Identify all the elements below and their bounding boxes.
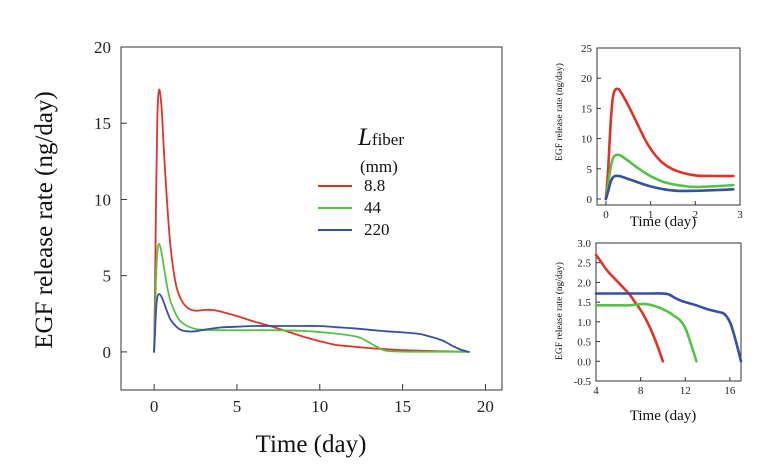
main-y-axis-title: EGF release rate (ng/day) <box>31 91 58 349</box>
inset-bottom-y-tick-label: 2.0 <box>577 277 591 289</box>
main-chart: 0 5 10 15 20 0 5 10 15 20 Time (day) EGF release ra… <box>31 38 503 458</box>
legend-unit: (mm) <box>360 157 398 176</box>
main-plot-frame <box>120 46 503 391</box>
main-series-line-8-8 <box>153 88 470 353</box>
legend: Lfiber (mm)8.8 44 220 <box>318 124 404 239</box>
legend-title-main: L <box>357 124 372 151</box>
inset-top-x-tick-label: 1 <box>648 209 654 221</box>
inset-top-series-line-220 <box>604 174 735 201</box>
inset-top-series-line-44 <box>604 153 735 201</box>
inset-bottom-y-tick-label: 1.0 <box>577 317 591 329</box>
inset-top-y-tick-label: 25 <box>581 43 593 55</box>
legend-title: Lfiber <box>357 124 404 151</box>
inset-top-x-axis-title: Time (day) <box>630 214 697 230</box>
inset-chart-top: 0 1 2 3 0 5 10 15 20 25 Time (day) EGF release rate… <box>554 43 743 230</box>
main-y-tick-label: 10 <box>94 190 111 209</box>
inset-bottom-x-axis-title: Time (day) <box>630 408 697 424</box>
inset-top-y-tick-label: 15 <box>581 103 593 115</box>
main-series-line-220 <box>153 293 470 353</box>
inset-top-plot-frame <box>596 47 741 206</box>
main-x-tick-label: 5 <box>233 397 242 416</box>
legend-label-8-8: 8.8 <box>364 176 385 195</box>
inset-top-series-line-8-8 <box>604 87 735 201</box>
legend-title-sub: fiber <box>372 130 404 149</box>
inset-top-y-tick-label: 5 <box>587 164 593 176</box>
inset-bottom-x-tick-label: 16 <box>724 385 736 397</box>
main-x-tick-label: 20 <box>477 397 494 416</box>
inset-chart-bottom: 4 8 12 16 -0.5 0.0 0.5 1.0 1.5 2.0 2.5 3.0 Time (day… <box>554 238 743 424</box>
inset-bottom-series-line-44 <box>594 302 698 363</box>
main-y-tick-label: 15 <box>94 114 111 133</box>
main-x-tick-label: 15 <box>394 397 411 416</box>
inset-bottom-y-axis-title: EGF release rate (ng/day) <box>554 262 565 360</box>
main-x-axis-title: Time (day) <box>256 431 367 458</box>
inset-top-x-tick-label: 2 <box>693 209 699 221</box>
inset-bottom-series-line-220 <box>594 292 743 363</box>
main-y-tick-label: 0 <box>103 343 112 362</box>
legend-label-220: 220 <box>364 220 390 239</box>
main-y-tick-label: 5 <box>103 267 112 286</box>
main-x-tick-label: 10 <box>311 397 328 416</box>
inset-bottom-y-tick-label: 0.5 <box>577 337 591 349</box>
main-series-line-44 <box>153 242 470 353</box>
inset-top-y-tick-label: 20 <box>581 73 593 85</box>
inset-bottom-y-tick-label: 3.0 <box>577 238 591 250</box>
inset-bottom-series-line-8-8 <box>594 253 665 363</box>
inset-top-y-axis-title: EGF release rate (ng/day) <box>554 63 565 161</box>
inset-bottom-y-tick-label: 0.0 <box>577 356 591 368</box>
inset-top-x-tick-label: 0 <box>603 209 609 221</box>
legend-label-44: 44 <box>364 198 382 217</box>
main-y-tick-label: 20 <box>94 38 111 57</box>
inset-top-y-tick-label: 10 <box>581 134 593 146</box>
inset-bottom-y-tick-label: -0.5 <box>574 376 592 388</box>
inset-bottom-y-tick-label: 2.5 <box>577 258 591 270</box>
main-x-tick-label: 0 <box>150 397 159 416</box>
inset-bottom-plot-frame <box>595 242 742 382</box>
inset-bottom-x-tick-label: 12 <box>680 385 691 397</box>
inset-bottom-x-tick-label: 8 <box>638 385 644 397</box>
inset-bottom-y-tick-label: 1.5 <box>577 297 591 309</box>
inset-top-x-tick-label: 3 <box>737 209 743 221</box>
inset-bottom-x-tick-label: 4 <box>593 385 599 397</box>
inset-top-y-tick-label: 0 <box>587 194 593 206</box>
